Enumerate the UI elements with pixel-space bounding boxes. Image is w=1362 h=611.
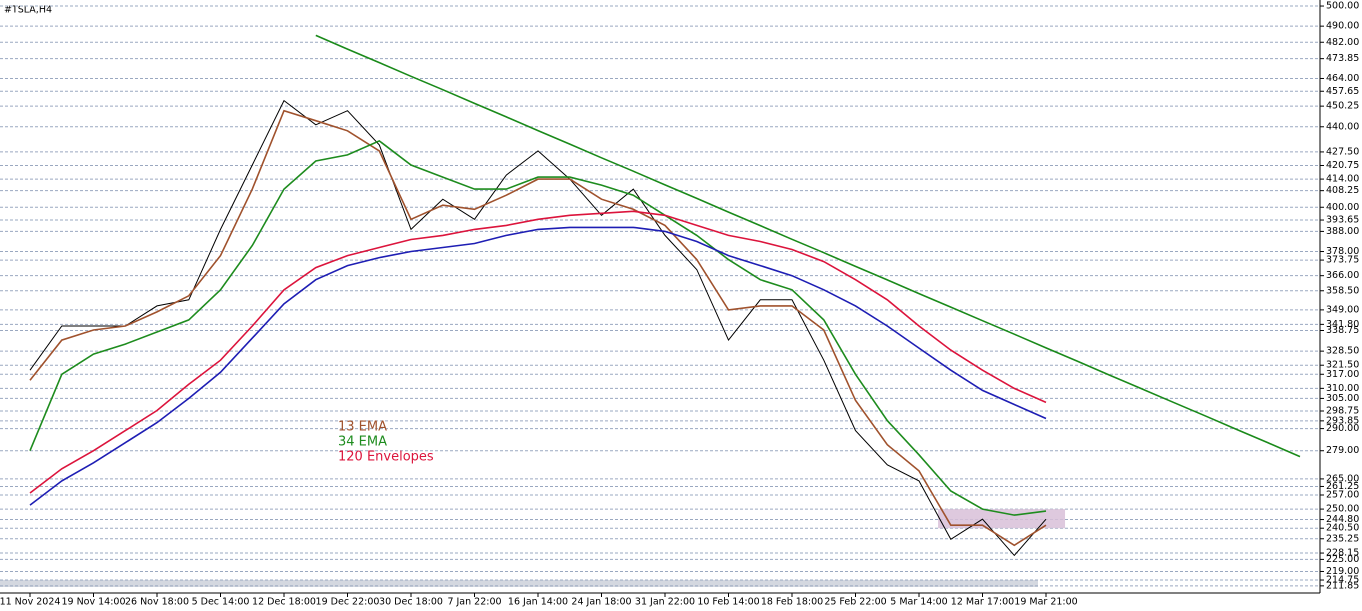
series-line <box>29 109 1047 547</box>
volume-strip <box>0 580 1038 587</box>
series-line <box>29 99 1047 557</box>
y-tick-label: 279.00 <box>1326 445 1359 456</box>
x-tick-label: 19 Nov 14:00 <box>61 597 125 608</box>
y-tick-label: 250.00 <box>1326 504 1359 515</box>
y-tick-label: 225.00 <box>1326 554 1359 565</box>
y-tick-label: 457.65 <box>1326 86 1359 97</box>
y-tick-label: 341.80 <box>1326 319 1359 330</box>
y-tick-label: 228.15 <box>1326 548 1359 559</box>
y-tick-label: 358.50 <box>1326 285 1359 296</box>
y-tick-label: 400.00 <box>1326 202 1359 213</box>
x-tick-label: 12 Mar 17:00 <box>951 597 1014 608</box>
y-tick-label: 298.75 <box>1326 405 1359 416</box>
y-tick-label: 321.50 <box>1326 360 1359 371</box>
y-tick-label: 388.00 <box>1326 226 1359 237</box>
chart-title: #TSLA,H4 <box>4 5 52 16</box>
y-tick-label: 464.00 <box>1326 73 1359 84</box>
x-tick-label: 12 Dec 18:00 <box>252 597 316 608</box>
y-tick-label: 305.00 <box>1326 393 1359 404</box>
y-tick-label: 366.00 <box>1326 270 1359 281</box>
y-tick-label: 414.00 <box>1326 174 1359 185</box>
x-tick-label: 30 Dec 18:00 <box>379 597 443 608</box>
x-tick-label: 10 Feb 14:00 <box>697 597 759 608</box>
y-tick-label: 500.00 <box>1326 1 1359 12</box>
y-tick-label: 293.85 <box>1326 415 1359 426</box>
y-tick-label: 393.65 <box>1326 215 1359 226</box>
y-tick-label: 482.00 <box>1326 37 1359 48</box>
y-tick-label: 473.85 <box>1326 53 1359 64</box>
legend-entry: 120 Envelopes <box>338 450 434 465</box>
x-tick-label: 25 Feb 22:00 <box>824 597 886 608</box>
y-tick-label: 408.25 <box>1326 185 1359 196</box>
y-tick-label: 214.75 <box>1326 575 1359 586</box>
y-tick-label: 427.50 <box>1326 146 1359 157</box>
y-tick-label: 450.25 <box>1326 101 1359 112</box>
x-tick-label: 19 Dec 22:00 <box>316 597 380 608</box>
y-tick-label: 261.25 <box>1326 481 1359 492</box>
series-line <box>29 139 1047 516</box>
y-tick-label: 440.00 <box>1326 121 1359 132</box>
x-tick-label: 19 Mar 21:00 <box>1014 597 1077 608</box>
x-tick-label: 26 Nov 18:00 <box>125 597 189 608</box>
y-tick-label: 310.00 <box>1326 383 1359 394</box>
y-tick-label: 257.00 <box>1326 490 1359 501</box>
y-tick-label: 378.00 <box>1326 246 1359 257</box>
x-tick-label: 11 Nov 2024 <box>0 597 60 608</box>
y-tick-label: 219.00 <box>1326 566 1359 577</box>
legend-entry: 13 EMA <box>338 420 387 435</box>
x-tick-label: 16 Jan 14:00 <box>508 597 568 608</box>
y-tick-label: 349.00 <box>1326 304 1359 315</box>
x-tick-label: 5 Dec 14:00 <box>192 597 250 608</box>
y-tick-label: 317.00 <box>1326 369 1359 380</box>
x-tick-label: 18 Feb 18:00 <box>761 597 823 608</box>
y-tick-label: 265.00 <box>1326 473 1359 484</box>
y-tick-label: 244.80 <box>1326 514 1359 525</box>
y-tick-label: 490.00 <box>1326 21 1359 32</box>
y-tick-label: 373.75 <box>1326 255 1359 266</box>
zone <box>938 509 1066 529</box>
legend-entry: 34 EMA <box>338 435 387 450</box>
series-line <box>315 34 1301 458</box>
y-tick-label: 328.50 <box>1326 346 1359 357</box>
series-line <box>29 226 1047 506</box>
y-tick-label: 290.00 <box>1326 423 1359 434</box>
series-line <box>29 210 1047 494</box>
y-tick-label: 235.25 <box>1326 533 1359 544</box>
x-tick-label: 7 Jan 22:00 <box>447 597 501 608</box>
x-tick-label: 31 Jan 22:00 <box>635 597 695 608</box>
y-tick-label: 211.85 <box>1326 580 1359 591</box>
y-tick-label: 338.75 <box>1326 325 1359 336</box>
x-tick-label: 24 Jan 18:00 <box>571 597 631 608</box>
x-tick-label: 5 Mar 14:00 <box>890 597 947 608</box>
y-tick-label: 240.50 <box>1326 523 1359 534</box>
plot-area <box>0 0 1320 593</box>
y-tick-label: 420.75 <box>1326 160 1359 171</box>
